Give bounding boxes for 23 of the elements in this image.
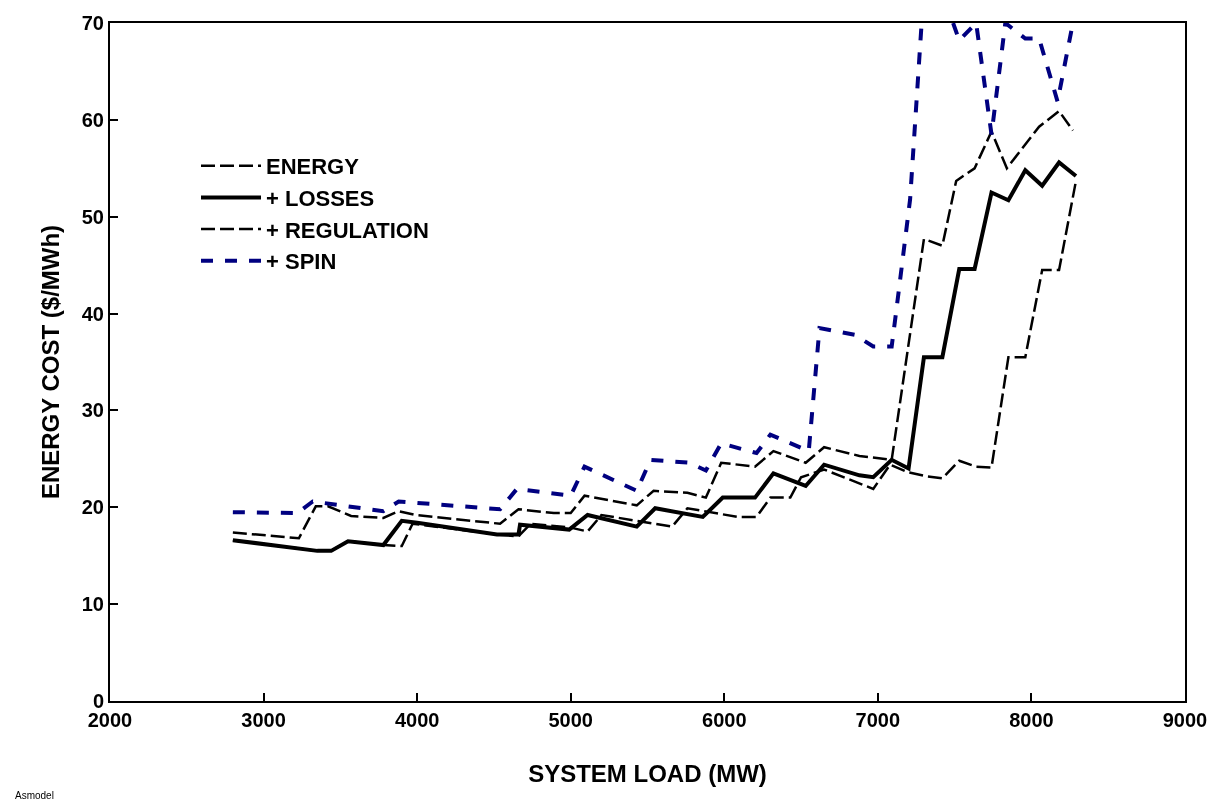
y-tick-label: 40 <box>81 302 104 325</box>
legend-label: + REGULATION <box>266 217 429 243</box>
y-tick-label: 70 <box>81 12 104 34</box>
y-axis-title: ENERGY COST ($/MWh) <box>37 224 65 500</box>
x-tick-label: 9000 <box>1162 709 1208 731</box>
x-tick-label: 2000 <box>87 709 133 731</box>
x-axis-title: SYSTEM LOAD (MW) <box>528 759 767 787</box>
y-tick-label: 60 <box>81 108 104 131</box>
text: Asmodel <box>15 790 54 801</box>
legend-label: + LOSSES <box>266 186 375 212</box>
y-tick-label: 0 <box>92 690 104 712</box>
x-tick-label: 5000 <box>548 709 593 731</box>
y-tick-label: 10 <box>81 593 104 616</box>
legend-label: + SPIN <box>266 249 337 275</box>
y-tick-label: 20 <box>81 496 104 519</box>
legend-label: ENERGY <box>266 154 360 180</box>
x-tick-label: 3000 <box>241 709 286 731</box>
y-tick-label: 50 <box>81 205 104 228</box>
x-tick-label: 6000 <box>702 709 747 731</box>
x-tick-label: 8000 <box>1009 709 1054 731</box>
y-tick-label: 30 <box>81 399 104 422</box>
x-tick-label: 7000 <box>855 709 901 731</box>
x-tick-label: 4000 <box>394 709 440 731</box>
